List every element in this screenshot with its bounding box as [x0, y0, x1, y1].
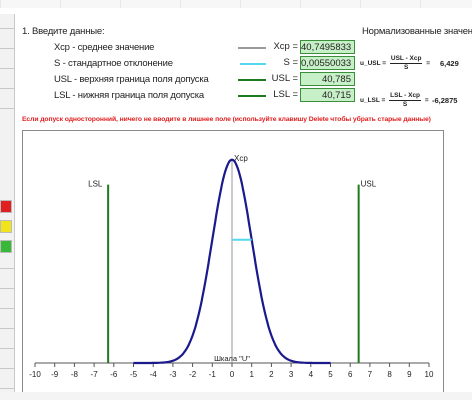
usl-normalized-result: 6,429	[440, 59, 459, 68]
normal-distribution-curve	[133, 158, 331, 365]
xcp-line-label: Xcp	[234, 154, 248, 163]
lsl-formula-numerator: LSL - Xcp	[389, 92, 422, 101]
status-cell-green	[0, 240, 12, 253]
x-tick-label: 7	[368, 370, 373, 379]
usl-line-label: USL	[361, 180, 377, 189]
status-cell-yellow	[0, 220, 12, 233]
lsl-formula-fraction: LSL - Xcp S	[389, 92, 422, 109]
spreadsheet-grid-bottom	[0, 392, 472, 400]
x-tick-label: 4	[309, 370, 314, 379]
x-tick-label: 5	[328, 370, 333, 379]
lsl-line-sample	[238, 95, 266, 97]
spreadsheet-grid-top	[0, 0, 472, 8]
lsl-formula: u_LSL = LSL - Xcp S =	[360, 92, 429, 109]
usl-formula-denominator: S	[404, 64, 409, 71]
x-tick-label: -6	[110, 370, 118, 379]
s-line-sample	[240, 63, 266, 65]
xcp-label: Xcp - среднее значение	[54, 42, 155, 53]
lsl-name: LSL =	[273, 89, 298, 100]
normalized-section-title: Нормализованные значения	[362, 26, 472, 37]
status-cell-red	[0, 200, 12, 213]
usl-name: USL =	[271, 73, 298, 84]
xcp-line-sample	[238, 47, 266, 49]
xcp-name: Xcp =	[273, 41, 298, 52]
usl-label: USL - верхняя граница поля допуска	[54, 74, 209, 85]
xcp-value-input[interactable]: 40,7495833	[300, 40, 355, 54]
usl-line-sample	[238, 79, 266, 81]
x-tick-label: 8	[387, 370, 392, 379]
lsl-formula-denominator: S	[402, 101, 408, 108]
x-tick-label: 6	[348, 370, 353, 379]
usl-formula-fraction: USL - Xcp S	[389, 55, 423, 72]
one-sided-tolerance-warning: Если допуск односторонний, ничего не вво…	[22, 116, 431, 123]
lsl-label: LSL - нижняя граница поля допуска	[54, 90, 204, 101]
x-tick-label: -10	[29, 370, 41, 379]
x-tick-label: -7	[91, 370, 99, 379]
s-label: S - стандартное отклонение	[54, 58, 173, 69]
input-section-title: 1. Введите данные:	[22, 26, 105, 37]
x-tick-label: -9	[51, 370, 59, 379]
usl-formula-numerator: USL - Xcp	[389, 55, 423, 64]
lsl-formula-lhs: u_LSL =	[360, 97, 386, 105]
x-tick-label: 2	[269, 370, 274, 379]
x-tick-label: -1	[209, 370, 217, 379]
x-tick-label: 0	[230, 370, 235, 379]
normal-distribution-chart: -10 -9 -8 -7 -6 -5 -4 -3 -2 -1 0 1 2 3 4 5 6 7 8 9 10 LSL USL X…	[22, 130, 444, 394]
x-tick-label: 9	[407, 370, 412, 379]
lsl-normalized-result: -6,2875	[432, 96, 458, 105]
x-tick-label: -2	[189, 370, 197, 379]
s-name: S =	[283, 57, 298, 68]
x-tick-label: -3	[169, 370, 177, 379]
s-value-input[interactable]: 0,00550033	[300, 56, 355, 70]
x-tick-label: -5	[130, 370, 138, 379]
x-tick-label: -4	[150, 370, 158, 379]
x-tick-label: 1	[249, 370, 254, 379]
lsl-line-label: LSL	[88, 180, 103, 189]
lsl-value-input[interactable]: 40,715	[300, 88, 355, 102]
usl-formula: u_USL = USL - Xcp S =	[360, 55, 431, 72]
x-tick-label: 3	[289, 370, 294, 379]
usl-value-input[interactable]: 40,785	[300, 72, 355, 86]
left-sheet-strip	[0, 14, 15, 400]
x-axis-title: Шкала "U"	[214, 354, 250, 363]
x-tick-label: -8	[71, 370, 79, 379]
usl-formula-lhs: u_USL =	[360, 60, 387, 68]
x-tick-label: 10	[425, 370, 434, 379]
